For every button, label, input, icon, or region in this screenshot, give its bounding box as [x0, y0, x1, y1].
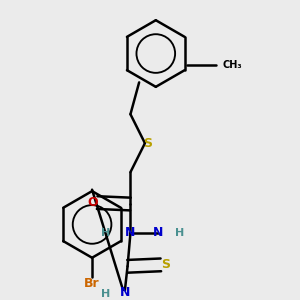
Text: N: N — [125, 226, 136, 239]
Text: H: H — [175, 228, 184, 238]
Text: S: S — [143, 137, 152, 150]
Text: Br: Br — [84, 277, 100, 290]
Text: H: H — [101, 289, 110, 299]
Text: CH₃: CH₃ — [222, 60, 242, 70]
Text: O: O — [88, 196, 98, 209]
Text: H: H — [101, 228, 110, 238]
Text: N: N — [153, 226, 163, 239]
Text: N: N — [119, 286, 130, 299]
Text: S: S — [161, 258, 170, 272]
